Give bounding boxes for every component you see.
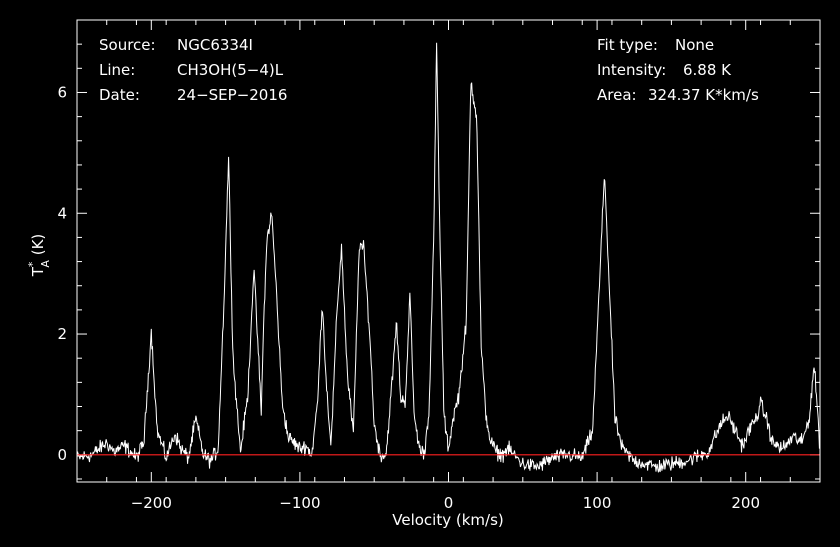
x-axis-label: Velocity (km/s)	[392, 511, 503, 529]
line-key: Line:	[99, 61, 135, 79]
date-value: 24−SEP−2016	[177, 86, 287, 104]
area-value: 324.37 K*km/s	[648, 86, 759, 104]
y-tick-label: 2	[57, 325, 67, 343]
intensity-value: 6.88 K	[683, 61, 732, 79]
date-key: Date:	[99, 86, 140, 104]
tick-labels: −200 −100 0 100 200 0 2 4 6	[57, 83, 760, 512]
source-key: Source:	[99, 36, 156, 54]
y-axis-label: T*A (K)	[26, 234, 52, 278]
x-tick-label: 100	[583, 494, 612, 512]
source-value: NGC6334I	[177, 36, 253, 54]
y-axis-label-unit: (K)	[29, 234, 47, 260]
series-layer	[76, 42, 821, 473]
y-tick-label: 0	[57, 446, 67, 464]
intensity-key: Intensity:	[597, 61, 666, 79]
y-axis-label-group: T*A (K)	[26, 234, 52, 278]
x-tick-label: −100	[279, 494, 320, 512]
plot-frame	[76, 19, 821, 483]
header-info: Source: NGC6334I Line: CH3OH(5−4)L Date:…	[99, 36, 759, 104]
y-axis-label-sub: A	[39, 260, 52, 268]
fit-value: None	[675, 36, 714, 54]
x-tick-label: 0	[444, 494, 454, 512]
x-tick-label: 200	[731, 494, 760, 512]
y-axis-label-sup: *	[26, 261, 39, 267]
y-tick-label: 4	[57, 204, 67, 222]
line-value: CH3OH(5−4)L	[177, 61, 284, 79]
y-tick-label: 6	[57, 83, 67, 101]
fit-key: Fit type:	[597, 36, 658, 54]
y-axis-label-main: T	[29, 266, 47, 277]
x-tick-label: −200	[131, 494, 172, 512]
area-key: Area:	[597, 86, 637, 104]
